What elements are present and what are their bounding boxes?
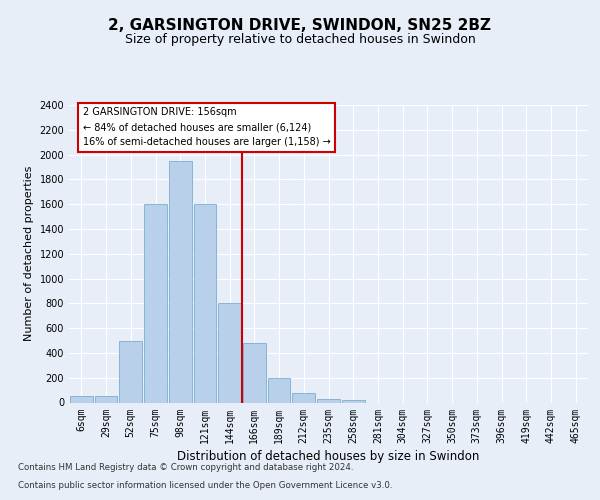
Bar <box>70 396 93 402</box>
Bar <box>292 392 315 402</box>
Text: Contains HM Land Registry data © Crown copyright and database right 2024.: Contains HM Land Registry data © Crown c… <box>18 462 353 471</box>
Text: Contains public sector information licensed under the Open Government Licence v3: Contains public sector information licen… <box>18 481 392 490</box>
Text: 2 GARSINGTON DRIVE: 156sqm
← 84% of detached houses are smaller (6,124)
16% of s: 2 GARSINGTON DRIVE: 156sqm ← 84% of deta… <box>83 108 331 147</box>
Bar <box>268 378 290 402</box>
Bar <box>144 204 167 402</box>
Text: Size of property relative to detached houses in Swindon: Size of property relative to detached ho… <box>125 32 475 46</box>
X-axis label: Distribution of detached houses by size in Swindon: Distribution of detached houses by size … <box>178 450 479 462</box>
Y-axis label: Number of detached properties: Number of detached properties <box>24 166 34 342</box>
Text: 2, GARSINGTON DRIVE, SWINDON, SN25 2BZ: 2, GARSINGTON DRIVE, SWINDON, SN25 2BZ <box>109 18 491 32</box>
Bar <box>194 204 216 402</box>
Bar <box>95 396 118 402</box>
Bar <box>342 400 365 402</box>
Bar <box>243 343 266 402</box>
Bar <box>218 304 241 402</box>
Bar <box>317 399 340 402</box>
Bar <box>119 340 142 402</box>
Bar <box>169 161 191 402</box>
